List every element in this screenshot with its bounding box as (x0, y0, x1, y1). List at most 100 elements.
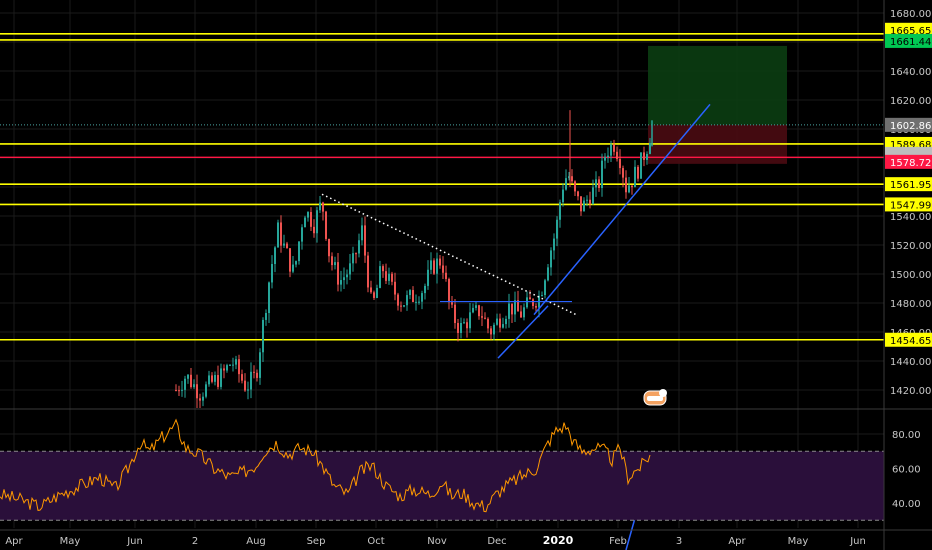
candle-body-125 (550, 250, 552, 268)
candle-body-148 (619, 159, 621, 169)
candle-body-146 (613, 144, 615, 152)
candle-body-141 (598, 179, 600, 188)
candle-body-6 (193, 384, 195, 388)
horizontal-levels[interactable] (0, 32, 884, 341)
candle-body-45 (310, 212, 312, 227)
candle-body-145 (610, 144, 612, 156)
candle-body-136 (583, 200, 585, 212)
candle-body-96 (463, 322, 465, 324)
price-tick-label-7: 1540.000 (890, 212, 932, 223)
time-tick-label-0: Apr (5, 536, 23, 547)
candle-body-86 (433, 260, 435, 274)
candle-body-44 (307, 212, 309, 218)
candle-body-131 (568, 176, 570, 179)
candle-body-97 (466, 322, 468, 329)
candle-body-66 (373, 292, 375, 298)
candle-body-132 (571, 176, 573, 182)
candle-body-120 (535, 305, 537, 308)
tag-current-price-label: 1602.866 (890, 121, 932, 132)
rsi-tick-label-1: 60.00 (892, 465, 921, 476)
candle-body-1 (178, 390, 180, 392)
candle-body-95 (460, 323, 462, 333)
time-tick-label-9: 2020 (543, 534, 574, 547)
candle-body-50 (325, 211, 327, 239)
candle-body-26 (253, 371, 255, 373)
candle-body-80 (415, 301, 417, 303)
candle-body-0 (175, 390, 177, 391)
candle-body-147 (616, 151, 618, 160)
candle-body-153 (634, 166, 636, 188)
candle-body-119 (532, 299, 534, 306)
candle-body-67 (376, 287, 378, 298)
rsi-line (0, 418, 651, 513)
candle-body-62 (361, 225, 363, 241)
candle-body-100 (475, 305, 477, 308)
price-tick-label-8: 1520.000 (890, 241, 932, 252)
tag-level-4-bg (885, 197, 932, 212)
candle-body-34 (277, 222, 279, 248)
candle-body-51 (328, 238, 330, 257)
candle-body-47 (316, 210, 318, 234)
candle-body-71 (388, 273, 390, 281)
candle-body-78 (409, 290, 411, 296)
time-tick-label-10: Feb (609, 536, 627, 547)
trend-drawings[interactable] (321, 103, 711, 550)
candle-body-94 (457, 323, 459, 333)
candle-body-109 (502, 324, 504, 328)
replay-icon[interactable] (643, 389, 667, 406)
candle-body-29 (262, 319, 264, 353)
tag-level-1-bg (885, 33, 932, 48)
candle-body-156 (643, 152, 645, 160)
candle-body-19 (232, 364, 234, 366)
tag-current-price-bg (885, 117, 932, 132)
candle-body-18 (229, 364, 231, 366)
candle-body-81 (418, 301, 420, 303)
candle-body-33 (274, 247, 276, 265)
candle-body-4 (187, 374, 189, 379)
candle-body-110 (505, 318, 507, 325)
candle-body-55 (340, 280, 342, 285)
candle-body-63 (364, 225, 366, 256)
replay-icon-inner (647, 396, 663, 401)
price-tick-label-13: 1420.000 (890, 386, 932, 397)
tag-stop-price-label: 1578.720 (890, 158, 932, 169)
candle-body-24 (247, 389, 249, 391)
candle-body-32 (271, 264, 273, 283)
candle-body-22 (241, 374, 243, 381)
candle-body-69 (382, 266, 384, 272)
tag-level-0-label: 1665.657 (890, 26, 932, 37)
candle-body-79 (412, 290, 414, 302)
candle-body-130 (565, 178, 567, 190)
candle-body-90 (445, 272, 447, 279)
candle-body-9 (202, 396, 204, 401)
candle-body-106 (493, 324, 495, 335)
candle-body-15 (220, 368, 222, 387)
time-tick-label-3: 2 (192, 536, 198, 547)
candle-body-84 (427, 269, 429, 286)
candle-body-7 (196, 384, 198, 399)
price-tick-label-3: 1620.000 (890, 96, 932, 107)
candle-body-103 (484, 317, 486, 319)
candle-body-14 (217, 375, 219, 387)
candle-body-37 (286, 243, 288, 249)
candle-body-13 (214, 375, 216, 382)
tag-level-1-label: 1661.441 (890, 37, 932, 48)
candle-body-35 (280, 222, 282, 246)
price-tick-label-9: 1500.000 (890, 270, 932, 281)
candle-body-142 (601, 160, 603, 188)
candle-body-70 (385, 271, 387, 281)
candle-body-77 (406, 295, 408, 306)
time-tick-label-7: Nov (427, 536, 447, 547)
candle-body-140 (595, 179, 597, 188)
price-tick-label-0: 1680.000 (890, 9, 932, 20)
tag-level-2-label: 1589.684 (890, 140, 932, 151)
candle-body-149 (622, 168, 624, 178)
time-tick-label-4: Aug (246, 536, 266, 547)
tag-stop-price-bg (885, 154, 932, 169)
time-tick-label-1: May (60, 536, 81, 547)
tag-level-3-bg (885, 177, 932, 192)
candle-body-20 (235, 359, 237, 365)
candle-body-134 (577, 191, 579, 197)
candle-body-144 (607, 155, 609, 158)
